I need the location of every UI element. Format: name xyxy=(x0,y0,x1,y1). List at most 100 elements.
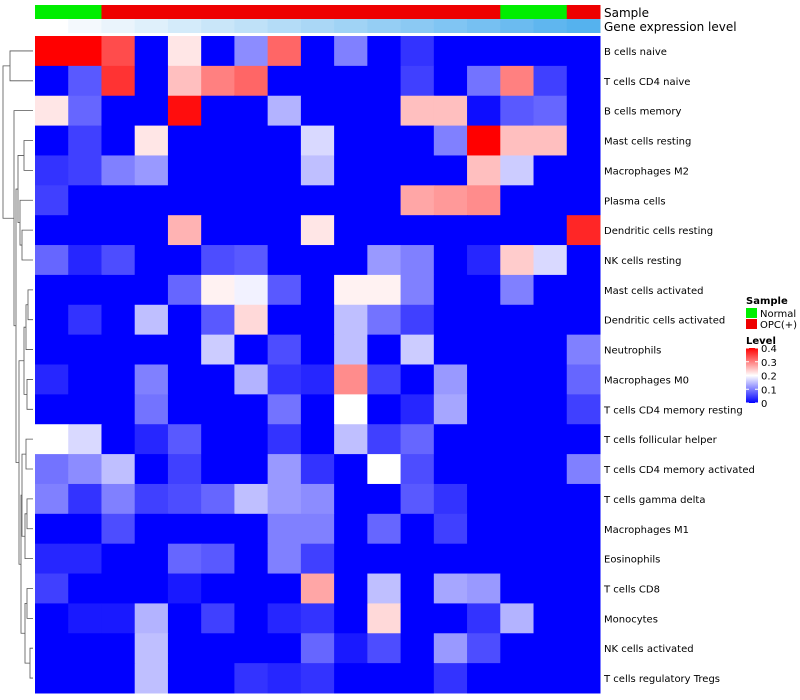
heatmap-cell xyxy=(500,95,535,127)
heatmap-cell xyxy=(234,304,269,336)
heatmap-cell xyxy=(234,424,269,455)
heatmap-cell xyxy=(167,304,202,336)
sample-legend-title: Sample xyxy=(746,296,788,307)
heatmap-cell xyxy=(234,274,269,306)
heatmap-cell xyxy=(134,185,169,216)
heatmap-cell xyxy=(467,513,501,545)
heatmap-cell xyxy=(433,155,468,186)
sample-annotation-cell xyxy=(68,5,102,19)
heatmap-cell xyxy=(467,334,501,365)
heatmap-cell xyxy=(400,513,435,545)
heatmap-cell xyxy=(334,215,368,246)
heatmap-cell xyxy=(467,36,501,67)
heatmap-cell xyxy=(566,394,601,425)
expression-level-annotation-cell xyxy=(533,19,568,33)
heatmap-cell xyxy=(566,663,601,694)
heatmap-cell xyxy=(267,65,302,97)
heatmap-cell xyxy=(134,364,169,395)
heatmap-cell xyxy=(533,573,568,604)
heatmap-cell xyxy=(500,483,535,515)
heatmap-cell xyxy=(433,543,468,575)
row-label: Monocytes xyxy=(604,614,658,625)
heatmap-cell xyxy=(35,274,69,306)
heatmap-cell xyxy=(400,185,435,216)
heatmap-cell xyxy=(500,185,535,216)
heatmap-cell xyxy=(334,394,368,425)
heatmap-cell xyxy=(201,95,235,127)
heatmap-cell xyxy=(267,603,302,634)
heatmap-cell xyxy=(500,245,535,276)
heatmap-cell xyxy=(500,155,535,186)
heatmap-cell xyxy=(101,304,136,336)
heatmap-cell xyxy=(566,633,601,664)
sample-annotation-cell xyxy=(433,5,468,19)
heatmap-cell xyxy=(334,633,368,664)
heatmap-cell xyxy=(566,334,601,365)
dendrogram-branch xyxy=(27,289,33,321)
heatmap-cell xyxy=(300,364,335,395)
heatmap-cell xyxy=(367,364,402,395)
heatmap-cell xyxy=(500,36,535,67)
expression-level-annotation-cell xyxy=(35,19,69,33)
heatmap-cell xyxy=(533,513,568,545)
heatmap-cell xyxy=(101,364,136,395)
heatmap-cell xyxy=(467,424,501,455)
dendrogram-branch xyxy=(21,229,33,261)
level-legend-title: Level xyxy=(746,336,776,347)
heatmap-cell xyxy=(167,334,202,365)
legend-label-opc: OPC(+) xyxy=(760,320,797,331)
heatmap-cell xyxy=(566,513,601,545)
row-label: T cells CD4 memory resting xyxy=(603,405,743,416)
heatmap-cell xyxy=(533,185,568,216)
row-label: Eosinophils xyxy=(604,555,660,566)
heatmap-cell xyxy=(467,304,501,336)
heatmap-cell xyxy=(533,424,568,455)
heatmap-cell xyxy=(433,65,468,97)
heatmap-cell xyxy=(433,483,468,515)
heatmap-cell xyxy=(566,215,601,246)
heatmap-cell xyxy=(433,215,468,246)
heatmap-cell xyxy=(500,543,535,575)
row-label: Dendritic cells resting xyxy=(604,226,713,237)
heatmap-cell xyxy=(400,454,435,485)
heatmap-cell xyxy=(533,394,568,425)
expression-level-annotation-cell xyxy=(367,19,402,33)
dendrogram-branch xyxy=(17,155,24,224)
legend-label-normal: Normal xyxy=(760,309,796,320)
heatmap-cell xyxy=(334,245,368,276)
heatmap-cell xyxy=(134,245,169,276)
heatmap-cell xyxy=(68,36,102,67)
heatmap-cell xyxy=(300,95,335,127)
heatmap-cell xyxy=(433,633,468,664)
sample-annotation-cell xyxy=(467,5,501,19)
heatmap-cell xyxy=(167,543,202,575)
heatmap-cell xyxy=(334,483,368,515)
heatmap-cell xyxy=(566,573,601,604)
heatmap-cell xyxy=(68,245,102,276)
heatmap-cell xyxy=(533,65,568,97)
heatmap-cell xyxy=(234,155,269,186)
heatmap-cell xyxy=(300,155,335,186)
heatmap-cell xyxy=(267,513,302,545)
heatmap-cell xyxy=(68,125,102,156)
row-label: Mast cells resting xyxy=(604,137,691,148)
heatmap-cell xyxy=(167,36,202,67)
heatmap-cell xyxy=(334,95,368,127)
heatmap-cell xyxy=(35,304,69,336)
heatmap-cell xyxy=(234,95,269,127)
heatmap-cell xyxy=(234,573,269,604)
legend-swatch-opc xyxy=(746,319,757,329)
heatmap-cell xyxy=(300,125,335,156)
heatmap-cell xyxy=(566,274,601,306)
heatmap-cell xyxy=(201,36,235,67)
heatmap-cell xyxy=(566,424,601,455)
heatmap-cell xyxy=(267,274,302,306)
heatmap-cell xyxy=(267,424,302,455)
heatmap-cell xyxy=(201,364,235,395)
heatmap-cell xyxy=(267,334,302,365)
heatmap-cell xyxy=(134,95,169,127)
heatmap-cell xyxy=(101,65,136,97)
heatmap-cell xyxy=(367,603,402,634)
heatmap-cell xyxy=(334,543,368,575)
heatmap-cell xyxy=(201,633,235,664)
